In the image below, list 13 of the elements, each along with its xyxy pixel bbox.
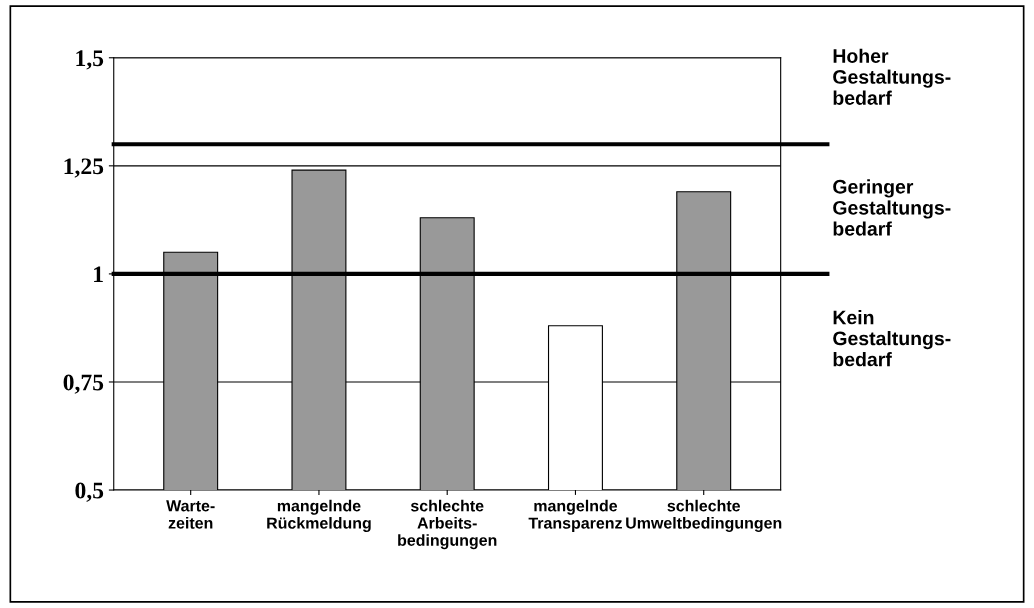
x-tick-label: mangelnde Transparenz xyxy=(528,499,622,532)
text: Hoher Gestaltungs- bedarf xyxy=(833,48,951,105)
text: Kein Gestaltungs- bedarf xyxy=(833,310,951,367)
y-tick-label: 1 xyxy=(94,266,103,283)
text: Geringer Gestaltungs- bedarf xyxy=(833,179,951,236)
x-tick-label: schlechte Arbeits- bedingungen xyxy=(398,499,497,550)
x-tick-label: Warte- zeiten xyxy=(166,500,215,529)
x-tick-label: mangelnde Rückmeldung xyxy=(267,499,371,532)
y-tick-label: 0,75 xyxy=(63,374,104,394)
y-tick-label: 1,25 xyxy=(64,158,104,178)
y-tick-label: 0,5 xyxy=(75,482,104,502)
x-tick-label: schlechte Umweltbedingungen xyxy=(626,499,782,532)
y-tick-label: 1,5 xyxy=(76,50,104,70)
